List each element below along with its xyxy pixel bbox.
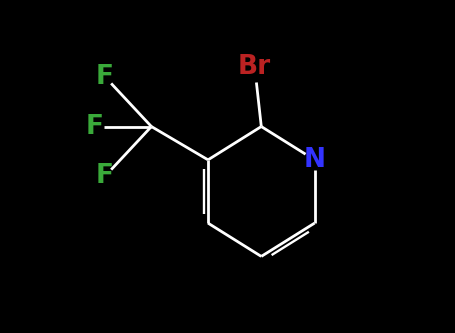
Text: Br: Br <box>238 54 271 80</box>
Text: F: F <box>86 114 104 140</box>
Text: F: F <box>96 64 114 90</box>
Text: F: F <box>96 164 114 189</box>
Text: N: N <box>303 147 325 173</box>
